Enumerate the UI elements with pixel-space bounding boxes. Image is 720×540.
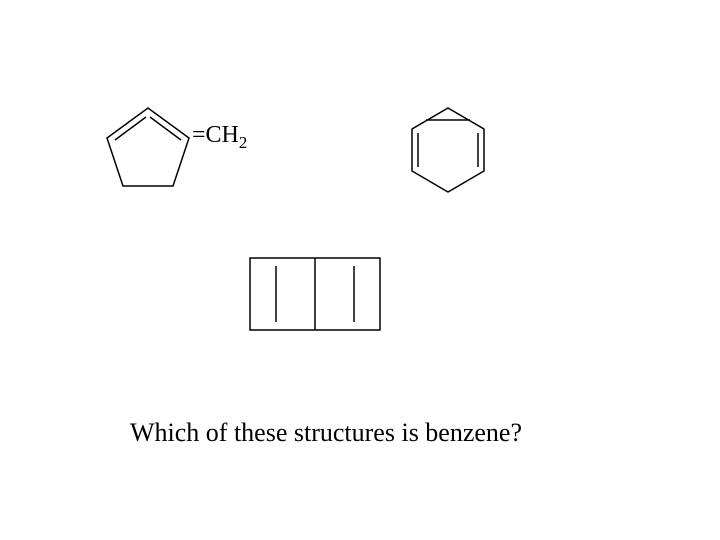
bicyclic-structure [0,0,720,540]
diagram-stage: =CH2 Which of these structures is benzen… [0,0,720,540]
question-text: Which of these structures is benzene? [130,418,522,448]
